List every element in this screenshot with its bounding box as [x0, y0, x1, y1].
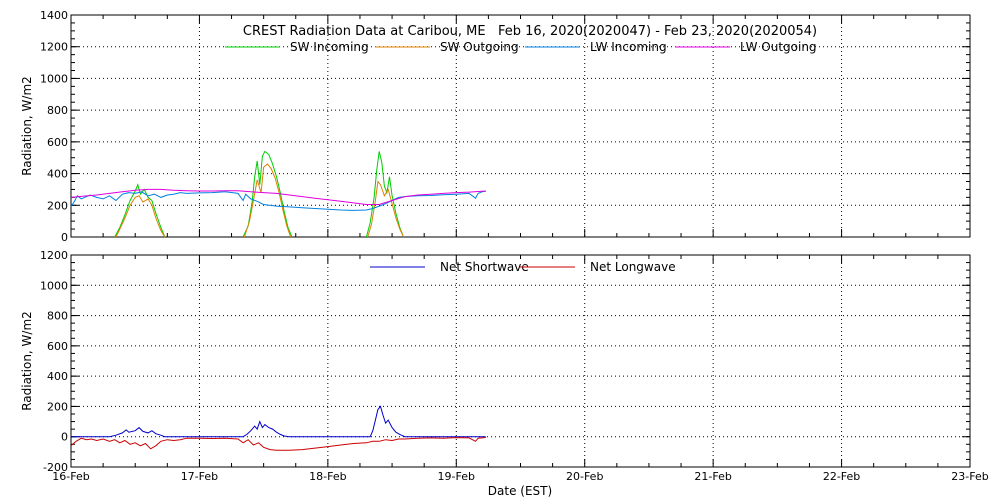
series-line-net-shortwave [71, 405, 486, 438]
x-tick-label: 17-Feb [181, 470, 218, 483]
x-tick-label: 22-Feb [823, 470, 860, 483]
y-tick-label: 400 [47, 168, 68, 181]
y-tick-label: 1400 [40, 9, 68, 22]
x-axis-label: Date (EST) [488, 484, 552, 498]
legend-label: SW Incoming [290, 40, 369, 54]
y-tick-label: 600 [47, 340, 68, 353]
y-tick-label: 1000 [40, 72, 68, 85]
legend-label: LW Outgoing [740, 40, 817, 54]
x-tick-label: 16-Feb [52, 470, 89, 483]
bottom-panel: -200 0 200 400 600 800 1000 1200 Net Shortwave N… [20, 249, 971, 474]
x-tick-label: 21-Feb [694, 470, 731, 483]
x-tick-label: 18-Feb [309, 470, 346, 483]
y-tick-label: 1000 [40, 279, 68, 292]
y-tick-label: 200 [47, 199, 68, 212]
y-tick-label: 1200 [40, 249, 68, 262]
y-tick-label: 600 [47, 136, 68, 149]
y-tick-label: 0 [61, 431, 68, 444]
y-tick-label: 200 [47, 400, 68, 413]
legend-label: Net Shortwave [440, 260, 529, 274]
y-tick-label: -200 [43, 461, 68, 474]
series-line-sw-incoming [114, 150, 405, 238]
y-tick-label: 400 [47, 370, 68, 383]
y-tick-label: 0 [61, 231, 68, 244]
chart-title: CREST Radiation Data at Caribou, ME Feb … [243, 24, 817, 39]
bottom-plot-frame [70, 254, 971, 468]
y-tick-label: 800 [47, 104, 68, 117]
top-y-axis-label: Radiation, W/m2 [20, 76, 34, 176]
legend-label: SW Outgoing [440, 40, 519, 54]
series-line-net-longwave [70, 437, 486, 451]
x-tick-label: 20-Feb [566, 470, 603, 483]
bottom-y-axis-label: Radiation, W/m2 [20, 311, 34, 411]
top-panel: 0 200 400 600 800 1000 1200 1400 SW Incoming SW … [20, 9, 971, 244]
top-plot-frame [70, 14, 971, 238]
y-tick-label: 1200 [40, 41, 68, 54]
legend-label: Net Longwave [590, 260, 676, 274]
series-line-sw-outgoing [115, 163, 405, 238]
series-line-lw-outgoing [70, 188, 486, 205]
x-tick-label: 19-Feb [438, 470, 475, 483]
x-tick-label: 23-Feb [951, 470, 988, 483]
legend-label: LW Incoming [590, 40, 667, 54]
y-tick-label: 800 [47, 310, 68, 323]
